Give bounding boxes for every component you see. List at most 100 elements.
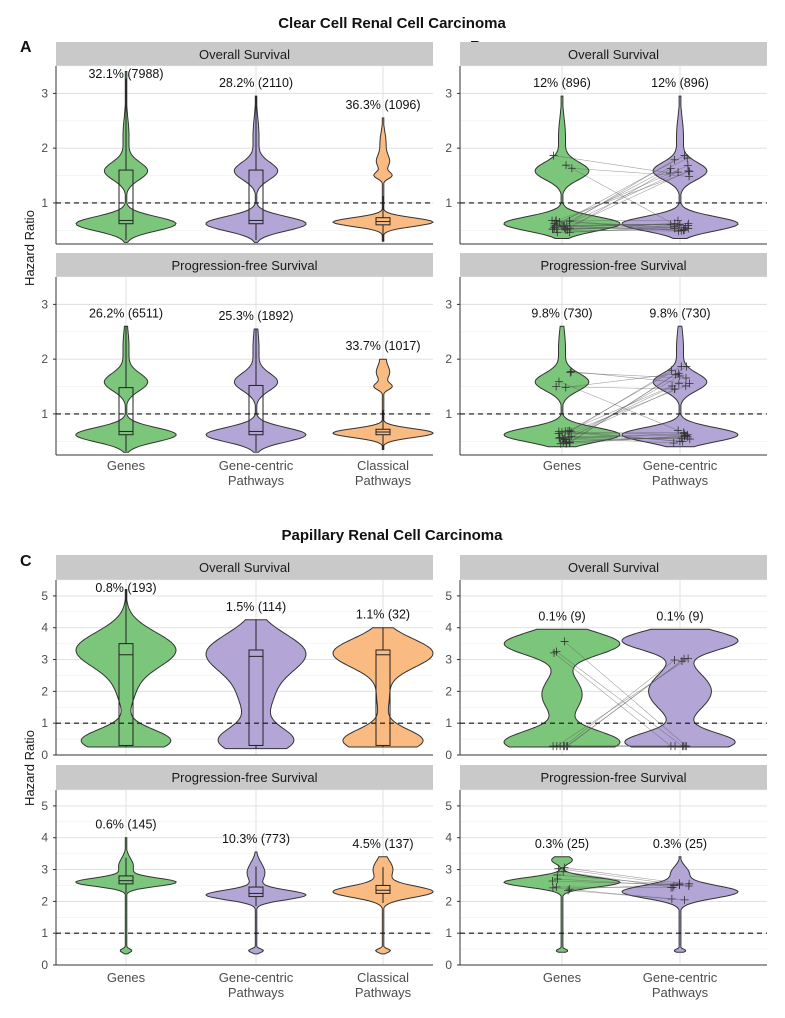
box-iqr	[375, 649, 391, 746]
data-point	[679, 225, 688, 234]
y-tick-label: 3	[41, 297, 48, 311]
violin-classical-pathways	[332, 117, 434, 242]
x-tick-label: Genes	[107, 458, 146, 473]
data-point	[566, 368, 575, 377]
data-point	[684, 166, 693, 175]
panel-A: A Overall Survival 1 2 3 32.1% (7988) 28.2% (2…	[20, 39, 434, 488]
paired-line	[556, 651, 683, 747]
data-point	[666, 220, 675, 229]
data-point	[563, 226, 572, 235]
paired-line	[568, 890, 685, 901]
plot-area: A Overall Survival 1 2 3 32.1% (7988) 28.2% (2…	[20, 39, 767, 1000]
y-tick-label: 2	[41, 141, 48, 155]
data-point	[552, 216, 561, 225]
box-iqr	[118, 875, 134, 885]
count-annotation: 0.6% (145)	[95, 818, 156, 832]
count-annotation: 9.8% (730)	[531, 306, 592, 320]
x-tick-label: Gene-centric Pathways	[643, 458, 718, 488]
data-point	[551, 217, 560, 226]
paired-line	[569, 366, 687, 444]
x-tick-label: Gene-centric Pathways	[219, 458, 294, 488]
paired-line	[562, 383, 679, 439]
count-annotation: 32.1% (7988)	[88, 67, 163, 81]
box-iqr	[118, 169, 134, 225]
y-tick-label: 4	[445, 831, 452, 845]
data-point	[549, 151, 558, 160]
facet-strip	[56, 42, 433, 66]
facet-strip-label: Overall Survival	[199, 47, 290, 62]
x-tick-label: Gene-centric Pathways	[643, 970, 718, 1000]
y-tick-label: 2	[445, 894, 452, 908]
y-tick-label: 1	[41, 926, 48, 940]
paired-line	[558, 432, 684, 434]
y-tick-label: 5	[41, 589, 48, 603]
y-tick-label: 1	[41, 196, 48, 210]
facet-D-0: Overall Survival 0 1 2 3 4 5 0.1% (9) 0.1% (9)	[445, 555, 767, 762]
data-point	[674, 379, 683, 388]
data-point	[669, 439, 678, 448]
data-point	[680, 895, 689, 904]
y-tick-label: 2	[41, 894, 48, 908]
data-point	[680, 429, 689, 438]
violin-gene-centric-pathways	[621, 95, 739, 239]
y-tick-label: 1	[41, 407, 48, 421]
facet-strip	[56, 555, 433, 580]
facet-C-1: Progression-free Survival 0 1 2 3 4 5 0.6% (145…	[41, 765, 434, 972]
facet-strip	[460, 765, 767, 790]
data-point	[567, 164, 576, 173]
paired-line	[558, 381, 679, 431]
violin-classical-pathways	[332, 627, 434, 748]
y-tick-label: 1	[445, 926, 452, 940]
y-tick-label: 3	[41, 653, 48, 667]
data-point	[549, 742, 558, 751]
data-point	[681, 742, 690, 751]
data-point	[554, 864, 563, 873]
paired-line	[556, 171, 679, 230]
paired-line	[553, 226, 686, 230]
paired-line	[564, 641, 687, 747]
facet-strip	[56, 253, 433, 277]
y-tick-label: 0	[445, 958, 452, 972]
data-point	[685, 435, 694, 444]
paired-line	[569, 168, 671, 229]
data-point	[682, 374, 691, 383]
panel-C: C Overall Survival 0 1 2 3 4 5 0.8% (193) 1.5% (1…	[20, 553, 434, 1000]
title-papillary: Papillary Renal Cell Carcinoma	[282, 527, 504, 544]
data-point	[679, 428, 688, 437]
x-tick-label: Genes	[543, 970, 582, 985]
violin-gene-centric-pathways	[205, 619, 307, 750]
data-point	[675, 879, 684, 888]
paired-line	[556, 886, 672, 888]
count-annotation: 1.1% (32)	[356, 608, 410, 622]
data-point	[561, 383, 570, 392]
facet-B-1: Progression-free Survival 1 2 3 9.8% (730) 9.…	[445, 253, 767, 456]
y-tick-label: 0	[445, 748, 452, 762]
y-tick-label: 3	[445, 863, 452, 877]
paired-line	[563, 871, 673, 888]
data-point	[681, 381, 690, 390]
box-iqr	[375, 884, 391, 894]
data-point	[667, 883, 676, 892]
paired-line	[564, 433, 685, 439]
data-point	[683, 161, 692, 170]
violin-genes	[75, 837, 177, 955]
data-point	[552, 225, 561, 234]
paired-line	[564, 867, 680, 884]
facet-strip-label: Overall Survival	[568, 47, 659, 62]
y-tick-label: 3	[41, 863, 48, 877]
violin-genes	[503, 95, 621, 239]
panel-label-A: A	[20, 39, 32, 56]
data-point	[552, 882, 561, 891]
data-point	[560, 863, 569, 872]
data-point	[670, 385, 679, 394]
facet-C-0: Overall Survival 0 1 2 3 4 5 0.8% (193) 1.5% (11…	[41, 555, 434, 762]
count-annotation: 26.2% (6511)	[89, 306, 163, 320]
y-tick-label: 1	[445, 407, 452, 421]
box-iqr	[248, 649, 264, 746]
paired-line	[553, 652, 672, 747]
data-point	[565, 216, 574, 225]
box-iqr	[118, 387, 134, 436]
paired-line	[552, 225, 689, 230]
paired-line	[566, 435, 685, 445]
box-iqr	[248, 169, 264, 225]
